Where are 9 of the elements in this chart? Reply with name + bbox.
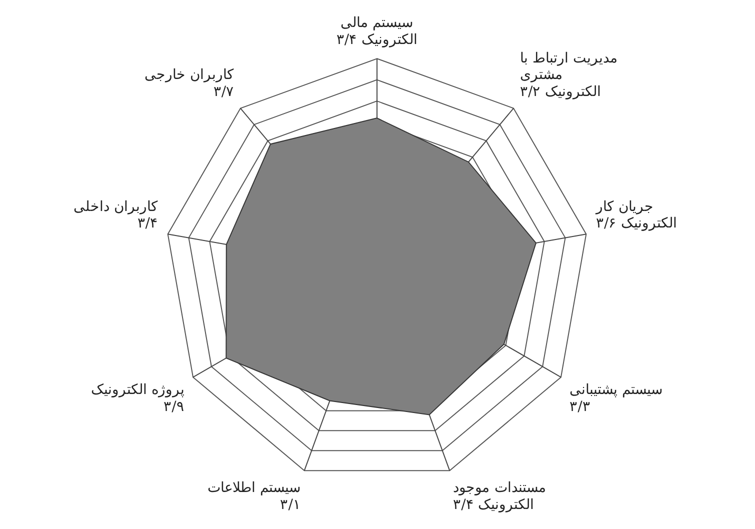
spoke-label: کاربران داخلی ۳/۴ <box>74 198 158 232</box>
spoke-label: جریان کار الکترونیک ۳/۶ <box>595 198 678 232</box>
spoke-label: پروژه الکترونیک ۳/۹ <box>90 382 184 416</box>
spoke-label: مستندات موجود الکترونیک ۳/۴ <box>453 480 547 513</box>
spoke-label: سیستم مالی الکترونیک ۳/۴ <box>336 15 418 48</box>
spoke-label: سیستم اطلاعات ۳/۱ <box>207 480 301 513</box>
spoke-label: مدیریت ارتباط با مشتری الکترونیک ۳/۲ <box>520 50 618 100</box>
spoke-label: کاربران خارجی ۳/۷ <box>144 67 234 100</box>
spoke-label: سیستم پشتیبانی ۳/۳ <box>570 382 664 416</box>
